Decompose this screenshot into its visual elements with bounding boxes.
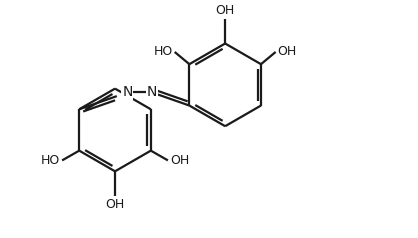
Text: N: N: [122, 85, 133, 99]
Text: HO: HO: [41, 154, 60, 167]
Text: OH: OH: [278, 45, 297, 59]
Text: HO: HO: [153, 45, 173, 59]
Text: N: N: [147, 85, 157, 99]
Text: OH: OH: [105, 198, 125, 211]
Text: OH: OH: [216, 4, 235, 17]
Text: OH: OH: [170, 154, 189, 167]
